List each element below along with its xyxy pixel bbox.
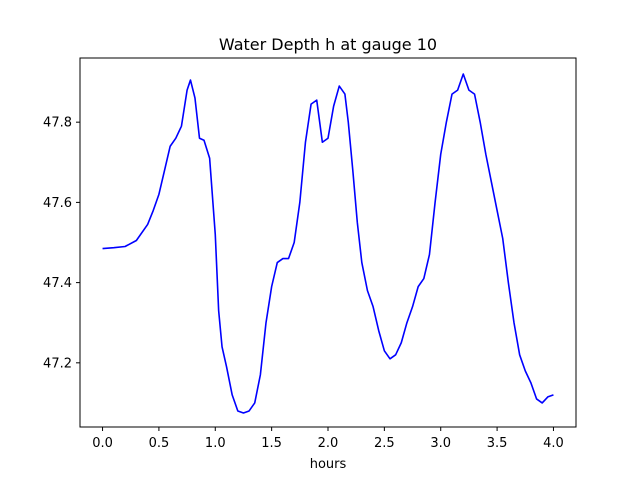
series-line-0 <box>102 73 554 414</box>
y-tick-label: 47.6 <box>43 196 72 211</box>
x-tick-label: 1.0 <box>205 436 226 451</box>
y-axis: 47.2 47.4 47.6 47.8 <box>43 116 80 371</box>
plot-frame <box>79 57 577 428</box>
x-tick-label: 3.5 <box>487 436 508 451</box>
y-tick-label: 47.8 <box>43 116 72 131</box>
x-tick-label: 0.0 <box>92 436 113 451</box>
x-tick-label: 2.0 <box>318 436 339 451</box>
plot-area <box>102 73 554 414</box>
y-tick-label: 47.4 <box>43 276 72 291</box>
y-tick-label: 47.2 <box>43 356 72 371</box>
x-tick-label: 3.0 <box>430 436 451 451</box>
x-axis-label: hours <box>310 457 347 472</box>
chart-title: Water Depth h at gauge 10 <box>219 35 437 54</box>
x-tick-label: 2.5 <box>374 436 395 451</box>
x-tick-label: 4.0 <box>543 436 564 451</box>
x-tick-label: 0.5 <box>149 436 170 451</box>
x-tick-label: 1.5 <box>261 436 282 451</box>
x-axis: 0.0 0.5 1.0 1.5 2.0 2.5 3.0 3.5 4.0 <box>92 427 564 451</box>
